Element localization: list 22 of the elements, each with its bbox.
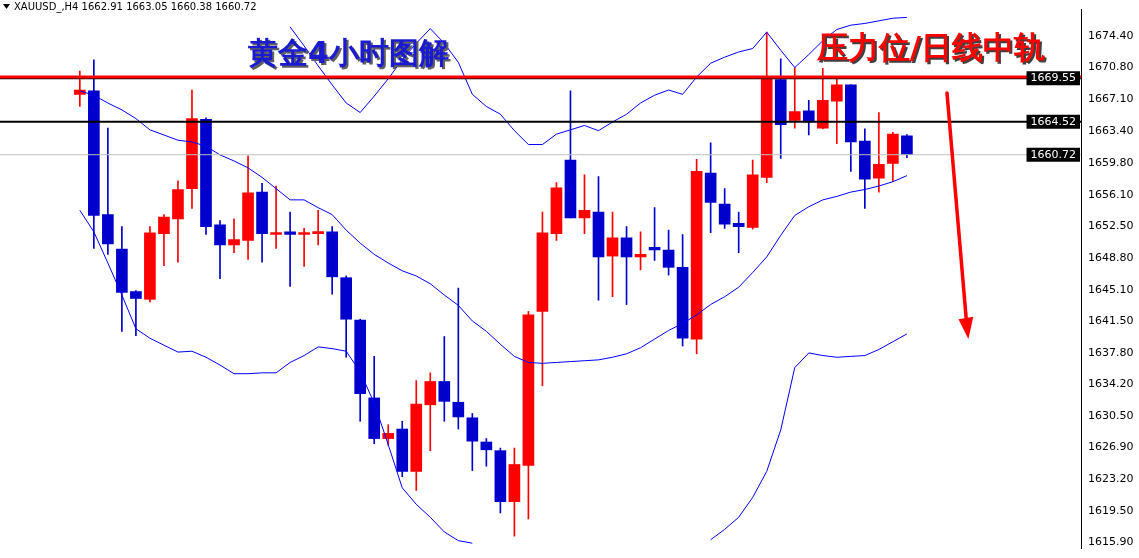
y-tick-label: 1674.40 <box>1088 29 1134 43</box>
y-tick-label: 1659.80 <box>1088 155 1134 169</box>
y-tick-label: 1634.20 <box>1088 376 1134 390</box>
y-tick-label: 1670.80 <box>1088 60 1134 74</box>
y-tick-label: 1630.50 <box>1088 408 1134 422</box>
y-tick-label: 1645.10 <box>1088 282 1134 296</box>
ref-line-label: 1669.55 <box>1030 71 1077 85</box>
y-tick-label: 1663.40 <box>1088 124 1134 138</box>
ref-line-label: 1660.72 <box>1030 147 1077 161</box>
annotation: 压力位/日线中轨 <box>817 30 1047 67</box>
y-tick-label: 1648.80 <box>1088 250 1134 264</box>
y-tick-label: 1623.20 <box>1088 472 1134 486</box>
y-tick-label: 1615.90 <box>1088 535 1134 549</box>
ref-line-label: 1664.52 <box>1030 114 1077 128</box>
y-tick-label: 1641.50 <box>1088 313 1134 327</box>
y-tick-label: 1637.80 <box>1088 345 1134 359</box>
y-tick-label: 1619.50 <box>1088 504 1134 518</box>
y-tick-label: 1626.90 <box>1088 440 1134 454</box>
y-tick-label: 1667.10 <box>1088 92 1134 106</box>
y-tick-label: 1656.10 <box>1088 187 1134 201</box>
chart-subtitle: XAUUSD_,H4 1662.91 1663.05 1660.38 1660.72 <box>14 1 257 12</box>
y-tick-label: 1652.50 <box>1088 218 1134 232</box>
